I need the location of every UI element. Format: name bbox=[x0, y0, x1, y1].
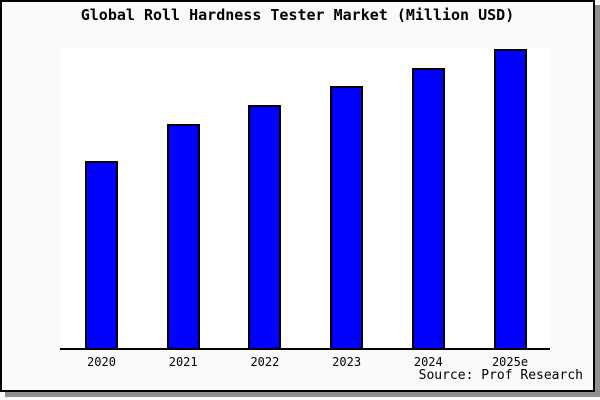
x-tick-label-2020: 2020 bbox=[87, 355, 116, 369]
x-tick-label-2022: 2022 bbox=[250, 355, 280, 369]
bar-2021 bbox=[166, 124, 200, 348]
bar-2023 bbox=[330, 86, 364, 348]
bar-2020 bbox=[85, 161, 118, 348]
plot-area bbox=[60, 48, 550, 350]
bar-2022 bbox=[248, 104, 282, 348]
x-tick-label-2021: 2021 bbox=[168, 355, 198, 369]
bar-2024 bbox=[411, 68, 445, 348]
chart-title: Global Roll Hardness Tester Market (Mill… bbox=[80, 6, 515, 24]
x-tick-label-2024: 2024 bbox=[413, 355, 443, 369]
bar-2025e bbox=[493, 49, 527, 348]
source-note: Source: Prof Research bbox=[418, 368, 583, 383]
x-tick-label-2025e: 2025e bbox=[491, 355, 529, 369]
x-tick-label-2023: 2023 bbox=[332, 355, 362, 369]
chart-figure: Global Roll Hardness Tester Market (Mill… bbox=[0, 0, 595, 392]
